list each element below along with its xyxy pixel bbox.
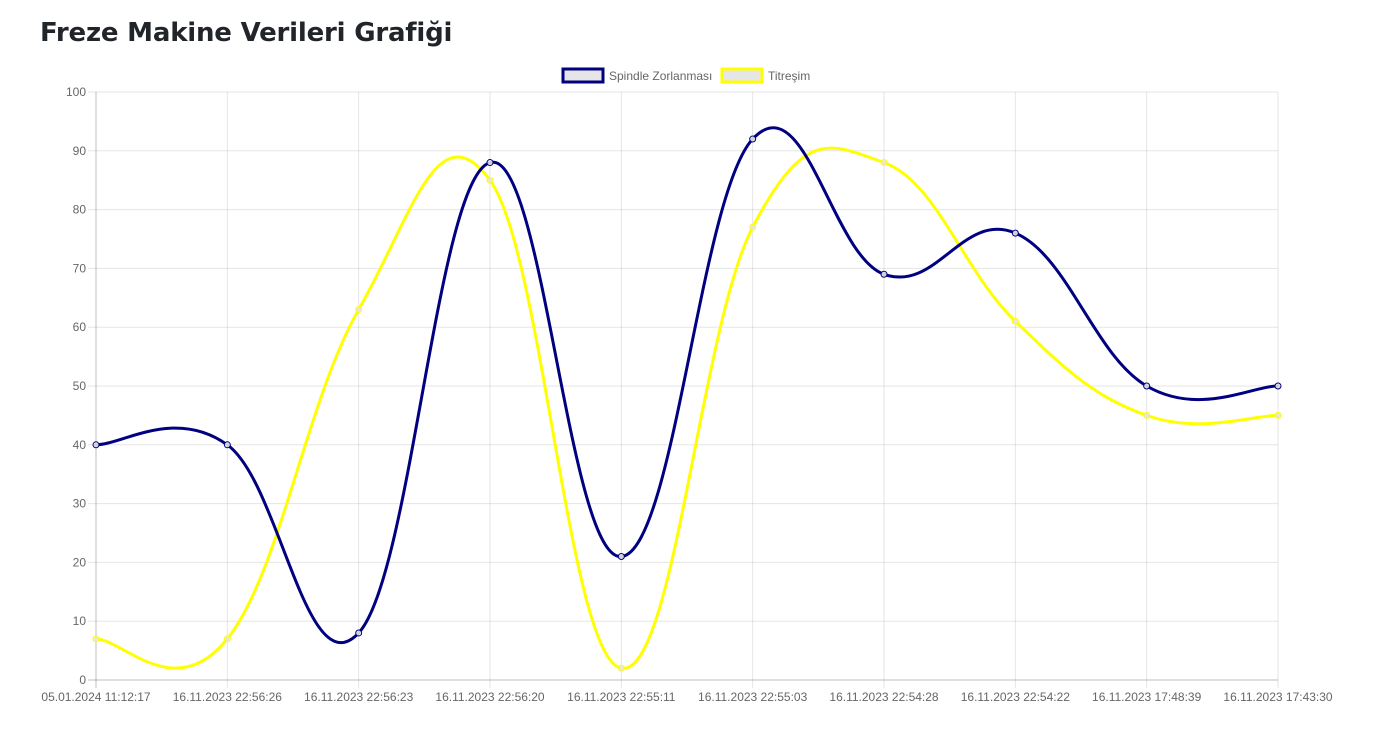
x-tick-label: 16.11.2023 22:56:23 [304,690,414,704]
y-tick-label: 100 [66,85,86,99]
x-tick-label: 16.11.2023 22:54:28 [829,690,939,704]
legend-swatch-spindle [561,67,605,84]
y-tick-label: 60 [73,320,87,334]
x-tick-label: 16.11.2023 22:55:03 [698,690,808,704]
x-tick-label: 16.11.2023 17:43:30 [1223,690,1333,704]
x-tick-label: 05.01.2024 11:12:17 [41,690,151,704]
data-point-spindle[interactable] [223,441,231,449]
y-tick-label: 80 [73,203,87,217]
x-tick-label: 16.11.2023 17:48:39 [1092,690,1202,704]
y-tick-label: 10 [73,614,87,628]
x-tick-label: 16.11.2023 22:56:26 [173,690,283,704]
legend-label-spindle: Spindle Zorlanması [609,69,712,83]
data-point-spindle[interactable] [1274,382,1282,390]
data-point-spindle[interactable] [617,553,625,561]
data-point-titresim[interactable] [1274,411,1282,419]
y-tick-label: 40 [73,438,87,452]
x-axis-ticks: 05.01.2024 11:12:17 16.11.2023 22:56:26 16… [41,690,1333,704]
series-line-spindle [94,126,1280,645]
data-point-spindle[interactable] [355,629,363,637]
data-point-spindle[interactable] [92,441,100,449]
data-point-titresim[interactable] [880,159,888,167]
data-point-titresim[interactable] [355,306,363,314]
y-tick-label: 90 [73,144,87,158]
data-point-spindle[interactable] [749,135,757,143]
chart-legend[interactable]: Spindle Zorlanması Titreşim [561,67,810,84]
data-point-titresim[interactable] [486,176,494,184]
data-point-spindle[interactable] [880,270,888,278]
data-point-titresim[interactable] [92,635,100,643]
x-tick-label: 16.11.2023 22:56:20 [435,690,545,704]
data-point-spindle[interactable] [486,159,494,167]
chart-series [92,126,1282,672]
y-tick-label: 70 [73,261,87,275]
data-point-titresim[interactable] [617,664,625,672]
x-tick-label: 16.11.2023 22:54:22 [961,690,1071,704]
page-title: Freze Makine Verileri Grafiği [40,18,453,48]
data-point-titresim[interactable] [1143,411,1151,419]
data-point-titresim[interactable] [749,223,757,231]
legend-item-titresim[interactable]: Titreşim [720,67,810,84]
y-tick-label: 0 [79,673,86,687]
data-point-titresim[interactable] [1011,317,1019,325]
data-point-titresim[interactable] [223,635,231,643]
y-axis-ticks: 0 10 20 30 40 50 60 70 80 90 100 [66,85,86,687]
legend-label-titresim: Titreşim [768,69,810,83]
data-point-spindle[interactable] [1011,229,1019,237]
y-tick-label: 50 [73,379,87,393]
legend-swatch-titresim [720,67,764,84]
x-tick-label: 16.11.2023 22:55:11 [567,690,676,704]
legend-item-spindle[interactable]: Spindle Zorlanması [561,67,712,84]
chart-grid [88,91,1279,688]
series-line-titresim [94,146,1280,670]
y-tick-label: 20 [73,555,87,569]
y-tick-label: 30 [73,497,87,511]
data-point-spindle[interactable] [1143,382,1151,390]
